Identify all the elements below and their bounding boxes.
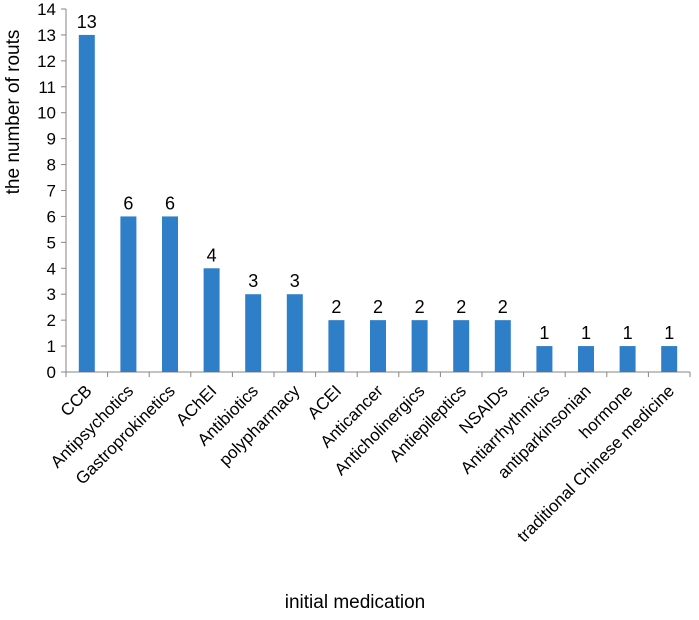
- y-tick-label: 12: [37, 52, 56, 71]
- data-label: 1: [623, 323, 633, 343]
- data-label: 2: [498, 297, 508, 317]
- data-label: 1: [539, 323, 549, 343]
- x-axis: [65, 371, 691, 377]
- bar: [619, 346, 636, 372]
- y-tick-label: 13: [37, 26, 56, 45]
- data-label: 13: [77, 12, 97, 32]
- y-tick-label: 1: [47, 337, 56, 356]
- data-label: 1: [581, 323, 591, 343]
- data-label: 4: [207, 245, 217, 265]
- data-label: 2: [415, 297, 425, 317]
- y-tick-label: 14: [37, 0, 56, 19]
- bars: [78, 34, 678, 373]
- bar: [203, 268, 220, 372]
- bar: [411, 320, 428, 372]
- y-tick-label: 2: [47, 311, 56, 330]
- bar: [162, 216, 178, 372]
- data-label: 1: [664, 323, 674, 343]
- bar: [453, 320, 470, 372]
- category-labels: CCBAntipsychoticsGastroprokineticsAChEIA…: [47, 381, 678, 546]
- data-label: 6: [123, 193, 133, 213]
- bar: [328, 320, 345, 372]
- bar: [370, 320, 386, 372]
- bar: [120, 216, 137, 372]
- x-axis-title: initial medication: [285, 592, 425, 613]
- y-tick-label: 11: [38, 78, 56, 97]
- bar: [494, 320, 511, 372]
- y-tick-label: 3: [47, 285, 56, 304]
- y-tick-label: 4: [47, 259, 56, 278]
- data-labels: 13 6 6 4 3 3 2 2 2 2 2 1 1 1 1: [77, 12, 674, 343]
- y-tick-label: 7: [47, 182, 56, 201]
- y-tick-label: 5: [47, 233, 56, 252]
- bar: [286, 294, 303, 372]
- bar: [78, 34, 95, 373]
- bar: [578, 346, 594, 372]
- data-label: 2: [373, 297, 383, 317]
- y-tick-label: 0: [47, 363, 56, 382]
- data-label: 2: [456, 297, 466, 317]
- data-label: 3: [290, 271, 300, 291]
- bar: [536, 346, 553, 372]
- data-label: 3: [248, 271, 258, 291]
- bar: [661, 346, 678, 372]
- y-tick-label: 10: [37, 104, 56, 123]
- data-label: 6: [165, 193, 175, 213]
- data-label: 2: [331, 297, 341, 317]
- y-axis-title: the number of routs: [3, 30, 24, 195]
- bar: [245, 294, 262, 372]
- y-tick-label: 6: [47, 207, 56, 226]
- y-tick-label: 8: [47, 156, 56, 175]
- y-tick-label: 9: [47, 130, 56, 149]
